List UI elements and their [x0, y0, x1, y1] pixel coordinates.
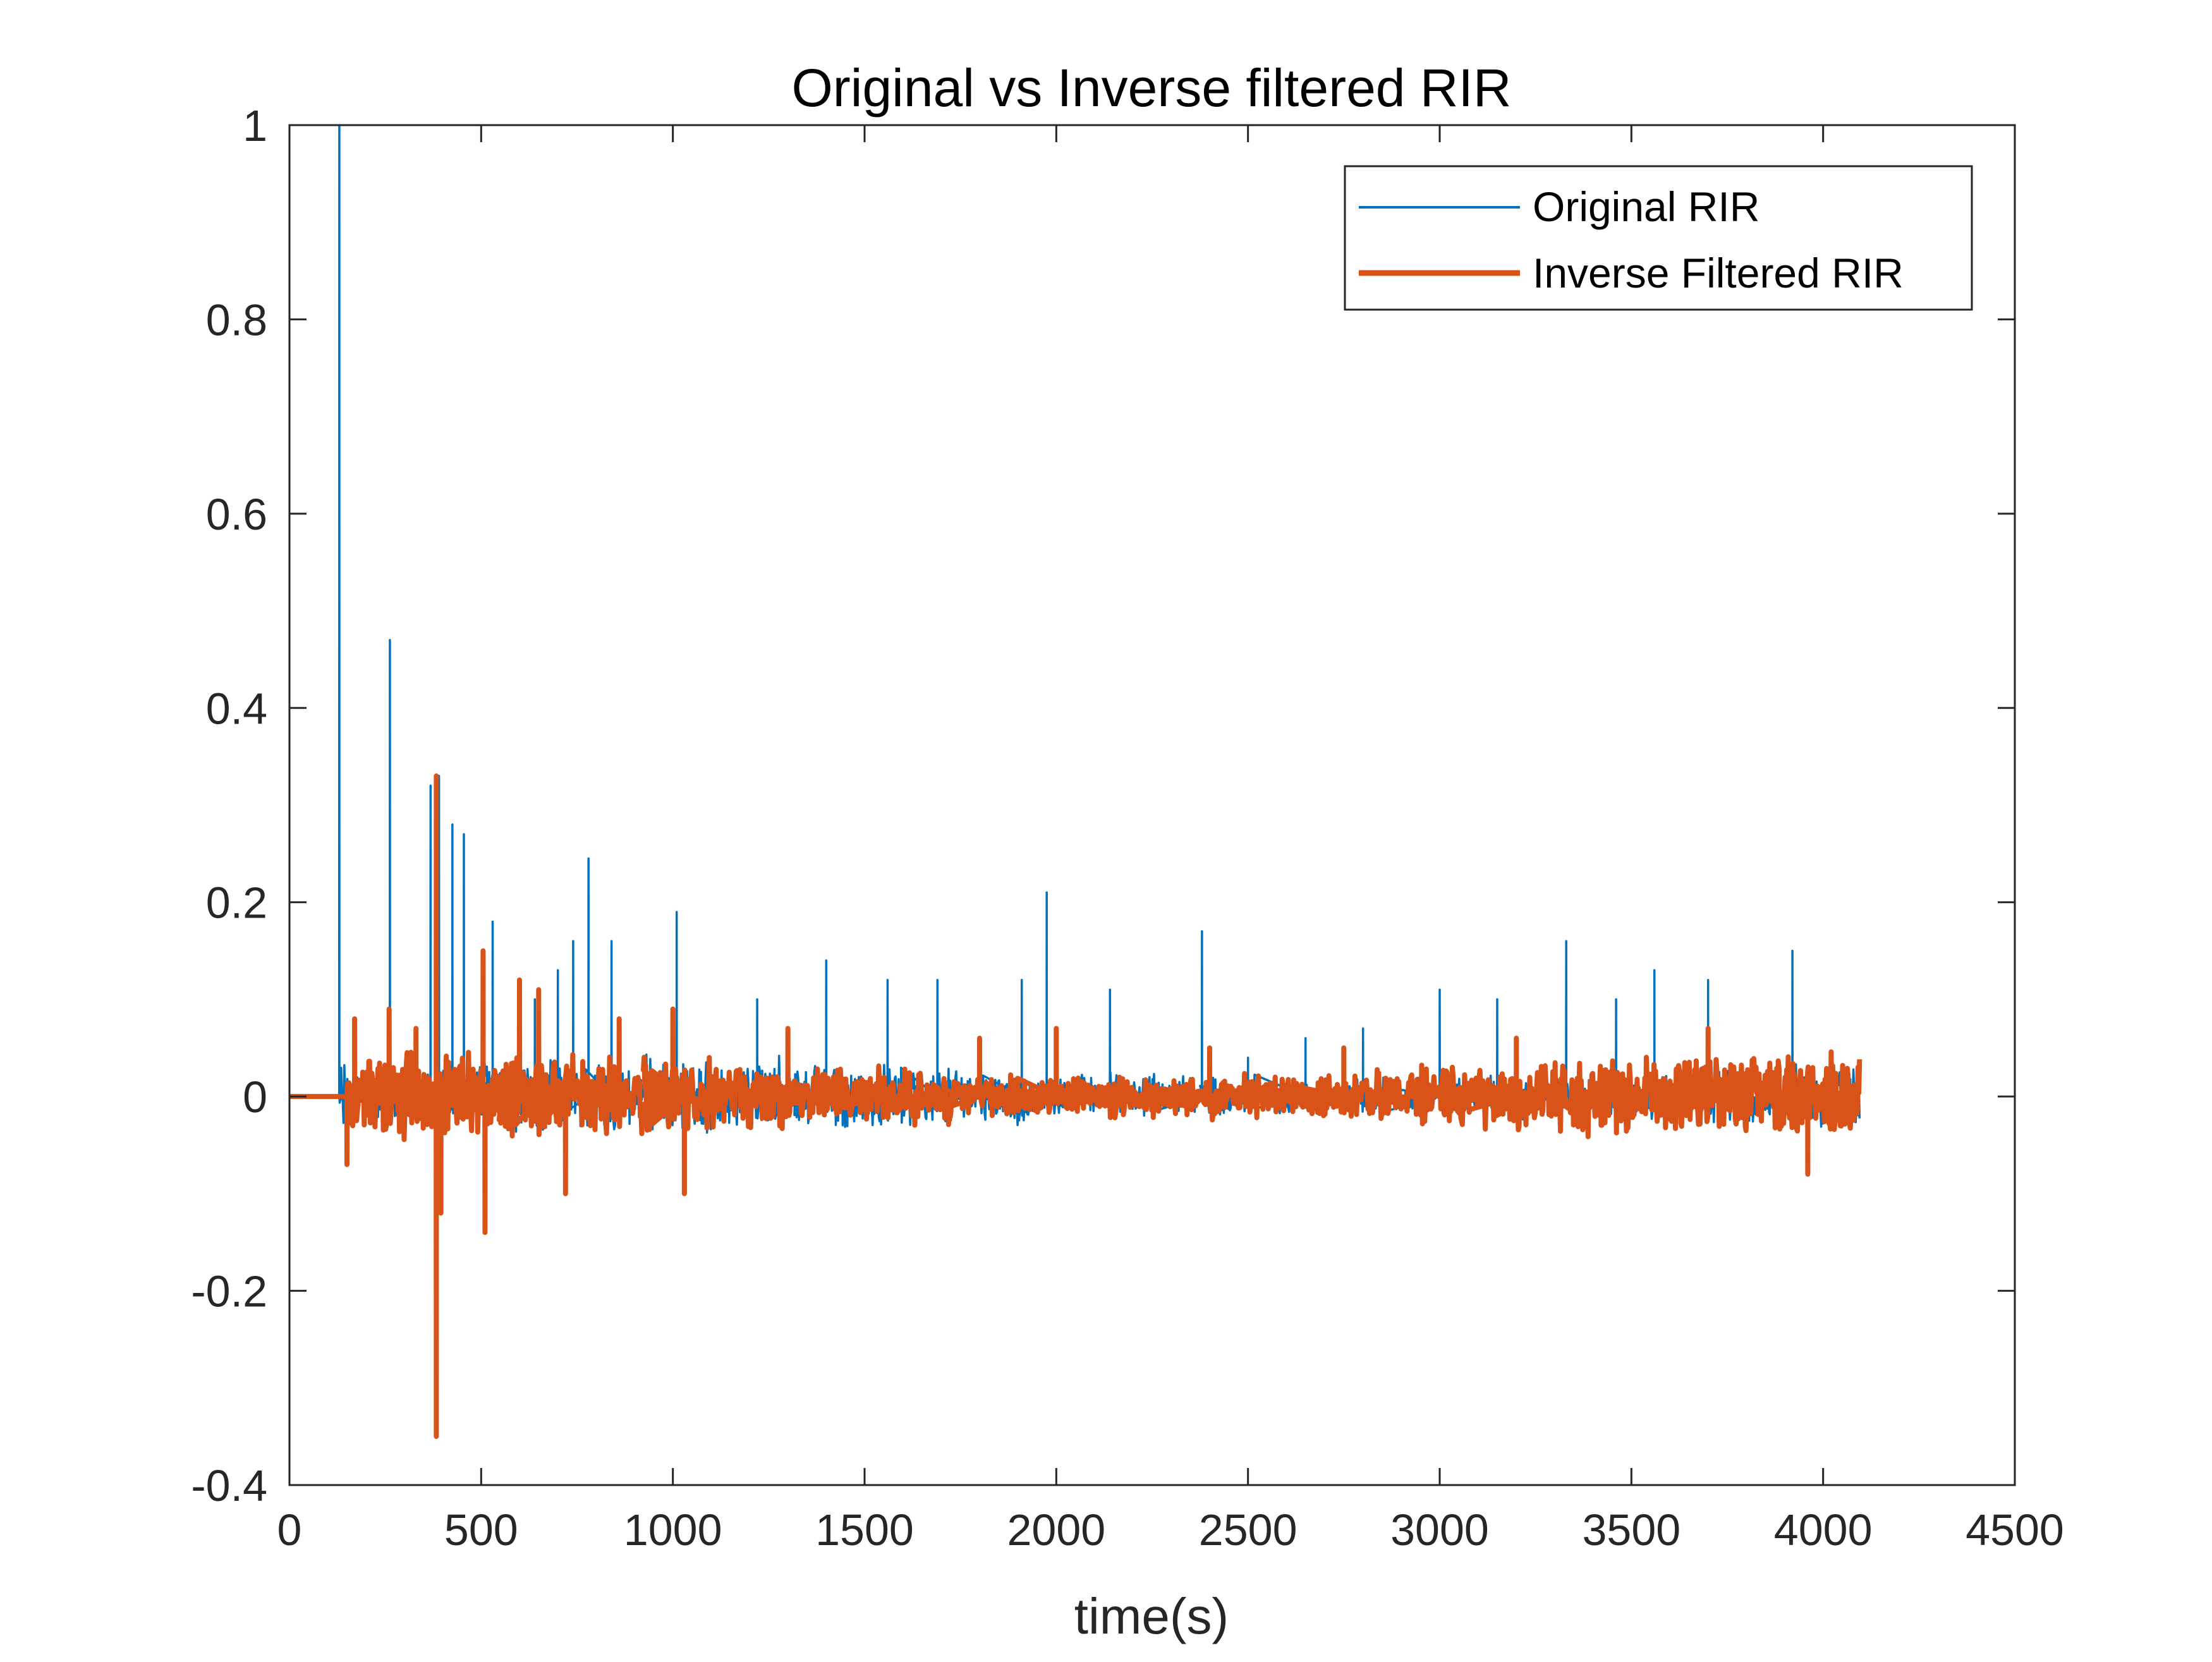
x-tick-label: 500	[444, 1505, 518, 1555]
series-line-inverse-filtered-rir	[288, 773, 1863, 1440]
legend: Original RIR Inverse Filtered RIR	[1344, 165, 1973, 311]
plot-area	[289, 125, 2015, 1485]
y-tick-label: 0.8	[206, 295, 267, 344]
x-tick-label: 0	[277, 1505, 302, 1555]
x-tick-label: 1000	[624, 1505, 722, 1555]
y-tick-label: 0.4	[206, 684, 267, 733]
x-tick-label: 3000	[1390, 1505, 1489, 1555]
chart-title: Original vs Inverse filtered RIR	[791, 58, 1511, 118]
axes-layer: 0 500 1000 1500 2000 2500 3000 3500 4000 4500 -0.4…	[191, 101, 2063, 1555]
x-tick-label: 3500	[1582, 1505, 1680, 1555]
y-tick-label: -0.4	[191, 1461, 267, 1510]
y-tick-label: 1	[243, 101, 267, 150]
plot-frame	[288, 124, 2016, 1486]
series-layer	[288, 124, 1863, 1440]
y-tick-label: -0.2	[191, 1267, 267, 1316]
y-tick-label: 0	[243, 1072, 267, 1122]
legend-box	[1344, 165, 1973, 311]
x-tick-label: 2500	[1199, 1505, 1297, 1555]
x-tick-label: 4500	[1966, 1505, 2064, 1555]
x-axis-title: time(s)	[1074, 1588, 1229, 1644]
x-tick-label: 1500	[815, 1505, 914, 1555]
y-tick-label: 0.2	[206, 878, 267, 928]
legend-label-original-rir: Original RIR	[1533, 183, 1759, 230]
legend-label-inverse-filtered-rir: Inverse Filtered RIR	[1533, 250, 1904, 296]
plot-background	[289, 125, 2015, 1485]
y-tick-label: 0.6	[206, 490, 267, 539]
x-tick-label: 2000	[1007, 1505, 1105, 1555]
x-tick-label: 4000	[1774, 1505, 1873, 1555]
